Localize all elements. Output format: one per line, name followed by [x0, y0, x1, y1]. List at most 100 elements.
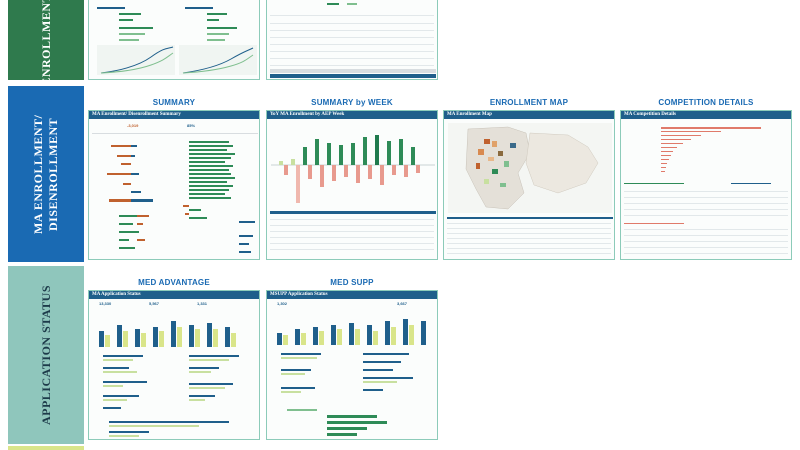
msupp-weekly-bars	[277, 319, 426, 345]
thumb-bar	[189, 157, 231, 159]
thumb-bar	[239, 235, 253, 237]
thumb-bar	[661, 131, 721, 132]
thumb-bar	[189, 161, 225, 163]
week-table-header	[270, 211, 436, 214]
competition-thumbnail[interactable]: MA Competition Details	[620, 110, 792, 260]
thumb-divider	[92, 133, 258, 134]
thumb-bar	[137, 223, 143, 225]
thumb-bar	[327, 3, 339, 5]
comp-table-row	[624, 209, 788, 210]
comp-table-row	[624, 235, 788, 236]
thumb-row	[270, 15, 434, 16]
enrollment-thumbnail-1[interactable]	[88, 0, 260, 80]
thumb-bar	[661, 167, 666, 168]
enrollment-thumbnail-2[interactable]	[266, 0, 438, 80]
med-advantage-header: MA Application Status	[89, 291, 259, 299]
map-table-row	[447, 253, 611, 254]
thumb-bar	[347, 3, 357, 5]
summary-thumbnail[interactable]: MA Enrollment/ Disenrollment Summary -3,…	[88, 110, 260, 260]
thumb-bar	[281, 369, 311, 371]
thumb-bar	[103, 385, 123, 387]
week-table-row	[270, 237, 434, 238]
thumb-line-chart	[97, 45, 257, 75]
thumb-bar	[103, 381, 147, 383]
enrollment-map-thumbnail[interactable]: MA Enrollment Map	[443, 110, 615, 260]
map-graphic	[448, 123, 612, 213]
week-table-row	[270, 243, 434, 244]
thumb-bar	[363, 369, 393, 371]
thumb-bar	[239, 243, 249, 245]
ma-kpi-3: 1,331	[197, 301, 208, 306]
section-ma-enrollment-label: MA ENROLLMENT/ DISENROLLMENT	[31, 114, 60, 234]
week-bars	[279, 135, 420, 203]
thumb-bar	[189, 359, 229, 361]
thumb-bar	[189, 367, 219, 369]
summary-by-week-thumbnail[interactable]: YoY MA Enrollment by AEP Week	[266, 110, 438, 260]
tile-label-summary: SUMMARY	[152, 98, 196, 107]
thumb-bar	[185, 213, 189, 215]
section-enrollment-label: ENROLLMENT	[38, 0, 53, 86]
thumb-bar	[189, 149, 227, 151]
thumb-bar	[207, 13, 227, 15]
map-table-row	[447, 228, 611, 229]
thumb-bar	[103, 407, 121, 409]
thumb-bar	[107, 173, 131, 175]
thumb-bar	[119, 223, 133, 225]
thumb-bar	[189, 387, 225, 389]
thumb-bar	[281, 391, 301, 393]
thumb-bar	[189, 197, 231, 199]
thumb-bar	[103, 367, 129, 369]
med-supp-thumbnail[interactable]: MSUPP Application Status 1,302 3,667	[266, 290, 438, 440]
thumb-bar	[281, 387, 315, 389]
map-table-row	[447, 223, 611, 224]
thumb-bar	[189, 395, 215, 397]
thumb-bar	[185, 7, 213, 9]
thumb-row	[270, 37, 434, 38]
comp-table-row	[624, 247, 788, 248]
comp-table-row	[624, 215, 788, 216]
section-enrollment[interactable]: ENROLLMENT	[8, 0, 84, 86]
thumb-bar	[239, 251, 251, 253]
week-table-row	[270, 231, 434, 232]
thumb-divider	[624, 223, 684, 224]
comp-table-row	[624, 203, 788, 204]
thumb-bar	[661, 155, 671, 156]
thumb-bar	[119, 39, 139, 41]
section-application-status-label: APPLICATION STATUS	[38, 284, 53, 426]
thumb-bar	[103, 395, 139, 397]
thumb-bar	[189, 209, 201, 211]
comp-table-row	[624, 197, 788, 198]
thumb-row	[270, 44, 434, 45]
thumb-bar	[131, 155, 135, 157]
map-table-row	[447, 238, 611, 239]
competition-header: MA Competition Details	[621, 111, 791, 119]
thumb-bar	[189, 185, 233, 187]
thumb-bar	[137, 215, 149, 217]
thumb-bar	[189, 141, 229, 143]
thumb-bar	[123, 183, 131, 185]
ma-kpi-1: 13,330	[99, 301, 112, 306]
thumb-row	[270, 58, 434, 59]
thumb-bar	[363, 377, 413, 379]
enrollment-map-header: MA Enrollment Map	[444, 111, 614, 119]
thumb-bar	[207, 19, 219, 21]
med-advantage-thumbnail[interactable]: MA Application Status 13,330 5,567 1,331	[88, 290, 260, 440]
thumb-row	[270, 23, 434, 24]
thumb-bar	[281, 373, 305, 375]
thumb-bar	[281, 353, 321, 355]
map-table-row	[447, 233, 611, 234]
section-application-status[interactable]: APPLICATION STATUS	[8, 266, 84, 444]
thumb-bar	[103, 371, 137, 373]
thumb-bar	[131, 173, 139, 175]
thumb-bar	[207, 39, 225, 41]
tile-label-med-advantage: MED ADVANTAGE	[138, 278, 210, 287]
med-supp-header: MSUPP Application Status	[267, 291, 437, 299]
section-ma-enrollment[interactable]: MA ENROLLMENT/ DISENROLLMENT	[8, 86, 84, 262]
thumb-bar	[119, 19, 133, 21]
thumb-bar	[327, 433, 357, 436]
section-next[interactable]	[8, 446, 84, 450]
week-bar-chart	[271, 135, 435, 203]
thumb-bar	[189, 371, 211, 373]
thumb-bar	[103, 355, 143, 357]
thumb-row	[270, 51, 434, 52]
